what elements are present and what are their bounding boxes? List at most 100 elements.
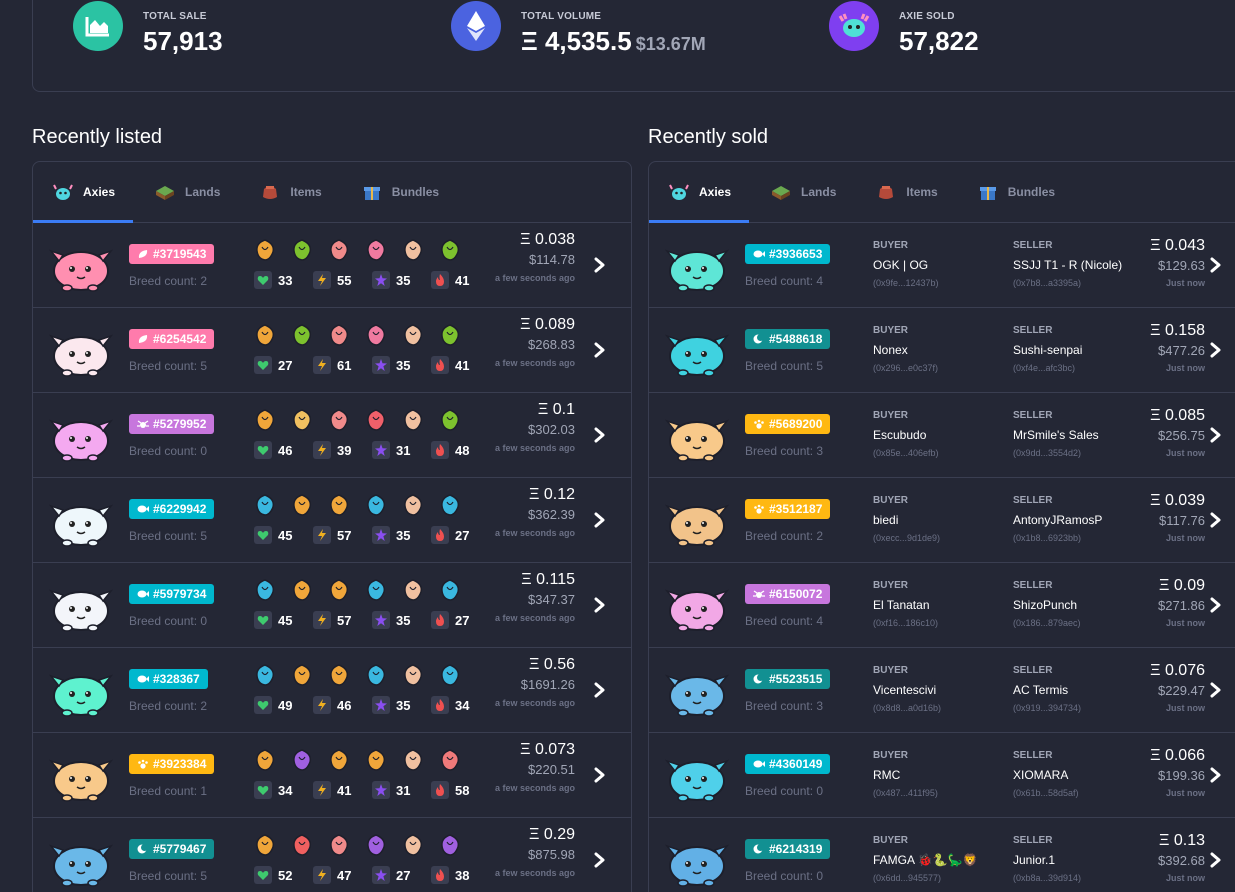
buyer-name[interactable]: Vicentescivi bbox=[873, 683, 937, 697]
axie-id-badge[interactable]: #6254542 bbox=[129, 329, 215, 349]
listed-axie-row[interactable]: #5279952 Breed count: 0 46 39 31 48 Ξ 0.1 $302.… bbox=[33, 393, 631, 478]
axie-id-badge[interactable]: #3512187 bbox=[745, 499, 831, 519]
axie-id-badge[interactable]: #5979734 bbox=[129, 584, 215, 604]
listed-axie-row[interactable]: #5979734 Breed count: 0 45 57 35 27 Ξ 0.115 $34… bbox=[33, 563, 631, 648]
tab-bundles[interactable]: Bundles bbox=[958, 162, 1075, 222]
axie-id-badge[interactable]: #3923384 bbox=[129, 754, 215, 774]
tab-axies[interactable]: Axies bbox=[649, 162, 751, 222]
tab-axies-label: Axies bbox=[83, 185, 116, 199]
buyer-name[interactable]: Nonex bbox=[873, 343, 908, 357]
buyer-name[interactable]: FAMGA 🐞🐍🦕🦁 bbox=[873, 853, 978, 867]
axie-id-badge[interactable]: #3719543 bbox=[129, 244, 215, 264]
health-icon bbox=[257, 445, 269, 455]
buyer-name[interactable]: El Tanatan bbox=[873, 598, 930, 612]
body-part-icon bbox=[256, 749, 275, 771]
seller-name[interactable]: AC Termis bbox=[1013, 683, 1069, 697]
axie-id-badge[interactable]: #328367 bbox=[129, 669, 208, 689]
tab-bundles-label: Bundles bbox=[391, 185, 440, 199]
axie-id-badge[interactable]: #5488618 bbox=[745, 329, 831, 349]
stat-morale: 48 bbox=[455, 442, 470, 458]
seller-name[interactable]: ShizoPunch bbox=[1013, 598, 1078, 612]
axie-id-badge[interactable]: #5523515 bbox=[745, 669, 831, 689]
chevron-right-icon[interactable] bbox=[1209, 597, 1223, 613]
tab-axies[interactable]: Axies bbox=[33, 162, 135, 222]
axie-stats: 45 57 35 27 bbox=[254, 526, 490, 544]
chevron-right-icon[interactable] bbox=[593, 257, 607, 273]
body-part-icon bbox=[441, 239, 460, 261]
axie-id-badge[interactable]: #5279952 bbox=[129, 414, 215, 434]
listed-axie-row[interactable]: #6254542 Breed count: 5 27 61 35 41 Ξ 0.089 $26… bbox=[33, 308, 631, 393]
listing-price: Ξ 0.038 $114.78 a few seconds ago bbox=[485, 231, 575, 286]
buyer-label: BUYER bbox=[873, 580, 909, 591]
sold-time: Just now bbox=[1165, 788, 1205, 798]
axie-image bbox=[48, 249, 114, 292]
chevron-right-icon[interactable] bbox=[1209, 342, 1223, 358]
breed-count: Breed count: 5 bbox=[745, 359, 824, 373]
axie-id-badge[interactable]: #4360149 bbox=[745, 754, 831, 774]
morale-icon bbox=[436, 444, 444, 456]
chevron-right-icon[interactable] bbox=[593, 682, 607, 698]
tab-bundles[interactable]: Bundles bbox=[342, 162, 459, 222]
listed-axie-row[interactable]: #3923384 Breed count: 1 34 41 31 58 Ξ 0.073 $22… bbox=[33, 733, 631, 818]
listed-axie-row[interactable]: #328367 Breed count: 2 49 46 35 34 Ξ 0.56 $1691… bbox=[33, 648, 631, 733]
tab-items[interactable]: Items bbox=[856, 162, 957, 222]
body-part-icon bbox=[256, 834, 275, 856]
seller-name[interactable]: Junior.1 bbox=[1013, 853, 1056, 867]
chevron-right-icon[interactable] bbox=[593, 512, 607, 528]
axie-id-badge[interactable]: #5779467 bbox=[129, 839, 215, 859]
axie-id-badge[interactable]: #6150072 bbox=[745, 584, 831, 604]
chevron-right-icon[interactable] bbox=[1209, 767, 1223, 783]
axie-id-badge[interactable]: #6229942 bbox=[129, 499, 215, 519]
seller-info: SELLER Sushi-senpai (0xf4e...afc3bc) bbox=[1013, 325, 1143, 373]
sold-axie-row[interactable]: #5689200 Breed count: 3 BUYER Escubudo (0x85… bbox=[649, 393, 1235, 478]
seller-name[interactable]: SSJJ T1 - R (Nicole) bbox=[1013, 258, 1123, 272]
sold-axie-row[interactable]: #3936653 Breed count: 4 BUYER OGK | OG (0x9f… bbox=[649, 223, 1235, 308]
recently-sold-title: Recently sold bbox=[648, 126, 769, 148]
seller-name[interactable]: Sushi-senpai bbox=[1013, 343, 1083, 357]
seller-name[interactable]: XIOMARA bbox=[1013, 768, 1069, 782]
body-parts bbox=[253, 323, 462, 347]
listed-rows: #3719543 Breed count: 2 33 55 35 41 Ξ 0.038 $11… bbox=[33, 223, 631, 892]
price-eth: Ξ 0.115 bbox=[521, 571, 575, 588]
listed-time: a few seconds ago bbox=[494, 698, 575, 708]
tab-lands[interactable]: Lands bbox=[751, 162, 856, 222]
sold-price: Ξ 0.039 $117.76 Just now bbox=[1150, 492, 1205, 543]
axie-id-badge[interactable]: #3936653 bbox=[745, 244, 831, 264]
seller-name[interactable]: AntonyJRamosP bbox=[1013, 513, 1103, 527]
chevron-right-icon[interactable] bbox=[593, 597, 607, 613]
sold-price: Ξ 0.085 $256.75 Just now bbox=[1150, 407, 1205, 458]
chevron-right-icon[interactable] bbox=[1209, 852, 1223, 868]
buyer-name[interactable]: biedi bbox=[873, 513, 899, 527]
buyer-info: BUYER biedi (0xecc...9d1de9) bbox=[873, 495, 1003, 543]
buyer-name[interactable]: OGK | OG bbox=[873, 258, 929, 272]
sold-axie-row[interactable]: #6150072 Breed count: 4 BUYER El Tanatan (0x… bbox=[649, 563, 1235, 648]
buyer-address: (0x8d8...a0d16b) bbox=[873, 703, 942, 713]
axie-id-badge[interactable]: #6214319 bbox=[745, 839, 831, 859]
tab-items[interactable]: Items bbox=[240, 162, 341, 222]
seller-address: (0x186...879aec) bbox=[1013, 618, 1081, 628]
chevron-right-icon[interactable] bbox=[1209, 257, 1223, 273]
chevron-right-icon[interactable] bbox=[593, 767, 607, 783]
seller-name[interactable]: MrSmile's Sales bbox=[1013, 428, 1099, 442]
sold-axie-row[interactable]: #4360149 Breed count: 0 BUYER RMC (0x487...4… bbox=[649, 733, 1235, 818]
tab-items-label: Items bbox=[290, 185, 322, 199]
chevron-right-icon[interactable] bbox=[1209, 682, 1223, 698]
sold-axie-row[interactable]: #5523515 Breed count: 3 BUYER Vicentescivi (… bbox=[649, 648, 1235, 733]
listed-axie-row[interactable]: #3719543 Breed count: 2 33 55 35 41 Ξ 0.038 $11… bbox=[33, 223, 631, 308]
listed-axie-row[interactable]: #5779467 Breed count: 5 52 47 27 38 Ξ 0.29 $875… bbox=[33, 818, 631, 892]
chevron-right-icon[interactable] bbox=[593, 852, 607, 868]
sold-axie-row[interactable]: #3512187 Breed count: 2 BUYER biedi (0xecc..… bbox=[649, 478, 1235, 563]
tab-lands[interactable]: Lands bbox=[135, 162, 240, 222]
chevron-right-icon[interactable] bbox=[593, 342, 607, 358]
listed-axie-row[interactable]: #6229942 Breed count: 5 45 57 35 27 Ξ 0.12 $362… bbox=[33, 478, 631, 563]
chevron-right-icon[interactable] bbox=[1209, 512, 1223, 528]
buyer-name[interactable]: RMC bbox=[873, 768, 901, 782]
chevron-right-icon[interactable] bbox=[593, 427, 607, 443]
chevron-right-icon[interactable] bbox=[1209, 427, 1223, 443]
buyer-name[interactable]: Escubudo bbox=[873, 428, 927, 442]
sold-axie-row[interactable]: #5488618 Breed count: 5 BUYER Nonex (0x296..… bbox=[649, 308, 1235, 393]
sold-axie-row[interactable]: #6214319 Breed count: 0 BUYER FAMGA 🐞🐍🦕🦁 (0x… bbox=[649, 818, 1235, 892]
axie-id-badge[interactable]: #5689200 bbox=[745, 414, 831, 434]
price-eth: Ξ 0.066 bbox=[1150, 747, 1205, 764]
dusk-class-icon bbox=[137, 844, 148, 854]
